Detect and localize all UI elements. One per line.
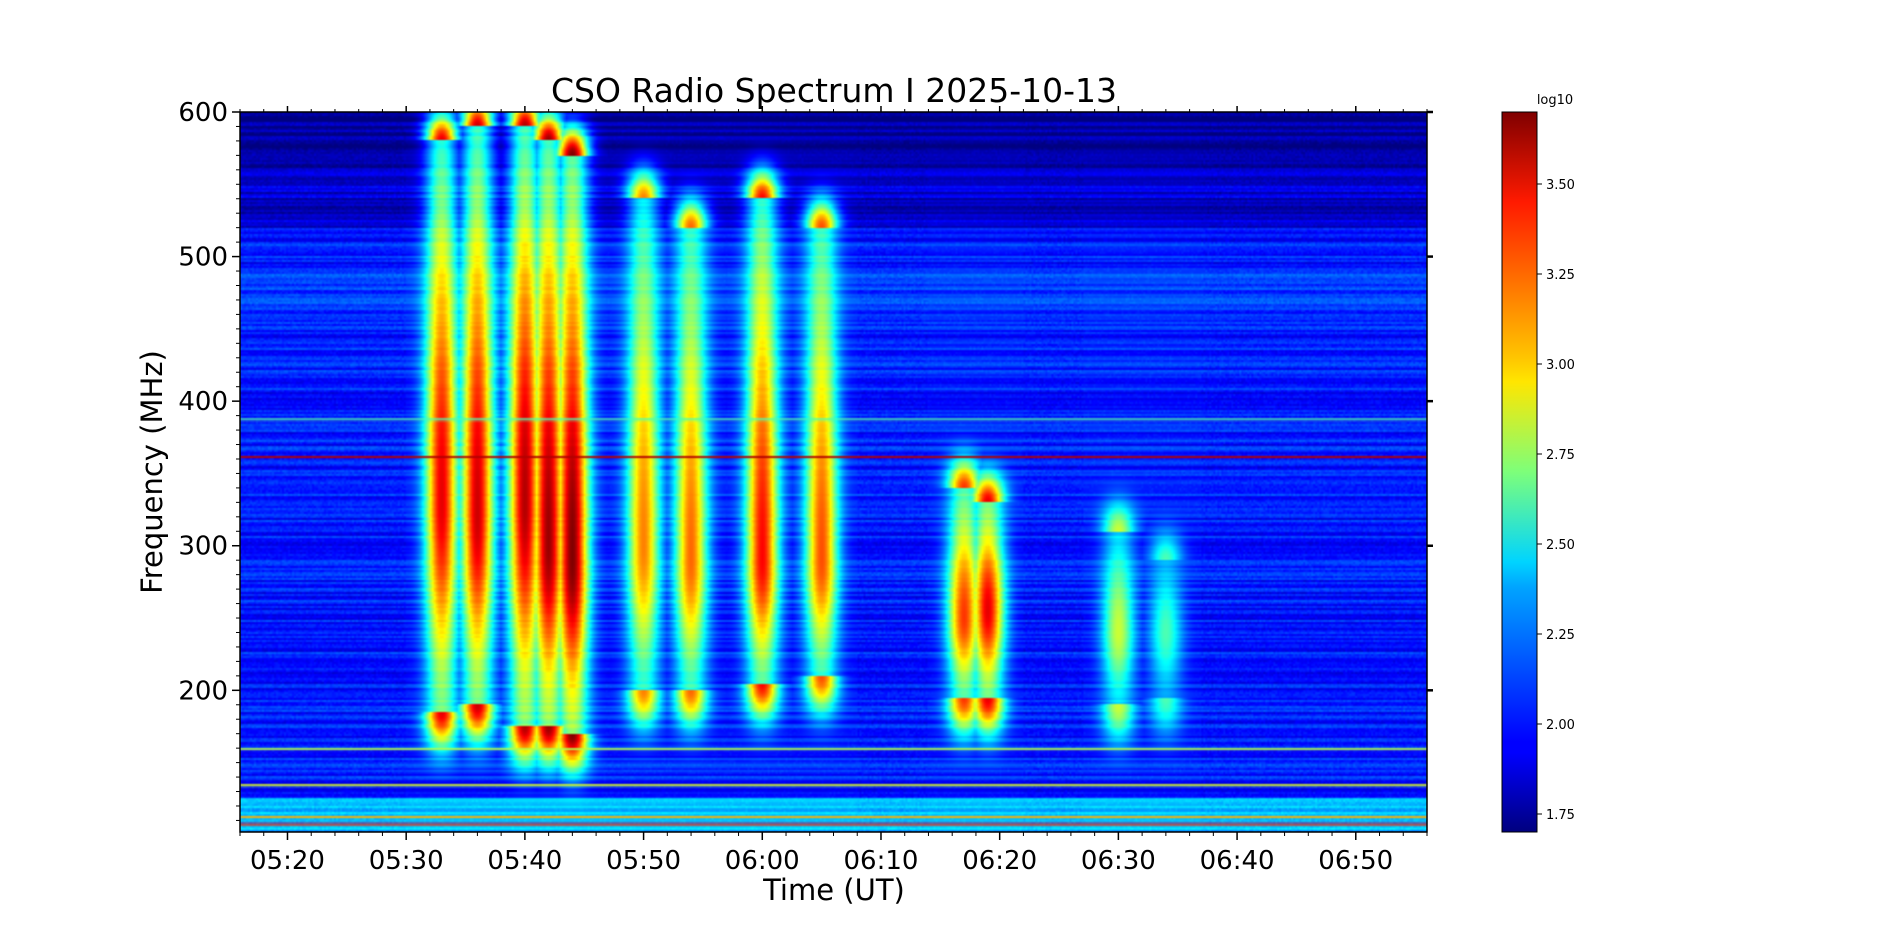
colorbar-ticks: 1.75 2.00 2.25 2.50 2.75 3.00 3.25 3.50 — [1537, 178, 1575, 823]
colorbar-tick-label: 3.25 — [1546, 268, 1575, 283]
spectrogram-heatmap — [240, 112, 1427, 832]
y-axis-label: Frequency (MHz) — [135, 350, 169, 594]
y-tick-label: 200 — [178, 676, 228, 706]
x-axis-ticks: 05:20 05:30 05:40 05:50 06:00 06:10 06:20 06:30… — [239, 106, 1428, 876]
x-tick-label: 05:40 — [487, 846, 562, 876]
chart-title: CSO Radio Spectrum I 2025-10-13 — [551, 71, 1117, 110]
colorbar-tick-label: 2.75 — [1546, 448, 1575, 463]
y-tick-label: 400 — [178, 387, 228, 417]
y-tick-label: 500 — [178, 243, 228, 273]
colorbar-gradient — [1501, 111, 1538, 833]
colorbar: log10 1.75 2.00 2.25 2.50 2.75 3.00 3.25 3.50 — [1501, 93, 1575, 833]
x-tick-label: 06:20 — [962, 846, 1037, 876]
spectrogram-plot-area — [239, 111, 1428, 833]
y-tick-label: 600 — [178, 98, 228, 128]
x-tick-label: 06:00 — [725, 846, 800, 876]
x-tick-label: 06:40 — [1200, 846, 1275, 876]
x-tick-label: 05:50 — [606, 846, 681, 876]
x-tick-label: 06:50 — [1318, 846, 1393, 876]
colorbar-tick-label: 2.50 — [1546, 538, 1575, 553]
colorbar-tick-label: 2.00 — [1546, 718, 1575, 733]
y-axis-ticks: 200 300 400 500 600 — [178, 98, 1433, 821]
colorbar-tick-label: 3.50 — [1546, 178, 1575, 193]
y-tick-label: 300 — [178, 532, 228, 562]
x-tick-label: 06:30 — [1081, 846, 1156, 876]
colorbar-tick-label: 3.00 — [1546, 358, 1575, 373]
colorbar-tick-label: 2.25 — [1546, 628, 1575, 643]
colorbar-label: log10 — [1537, 93, 1573, 108]
x-tick-label: 05:20 — [250, 846, 325, 876]
x-tick-label: 05:30 — [369, 846, 444, 876]
x-axis-label: Time (UT) — [762, 873, 905, 907]
colorbar-tick-label: 1.75 — [1546, 808, 1575, 823]
x-tick-label: 06:10 — [844, 846, 919, 876]
